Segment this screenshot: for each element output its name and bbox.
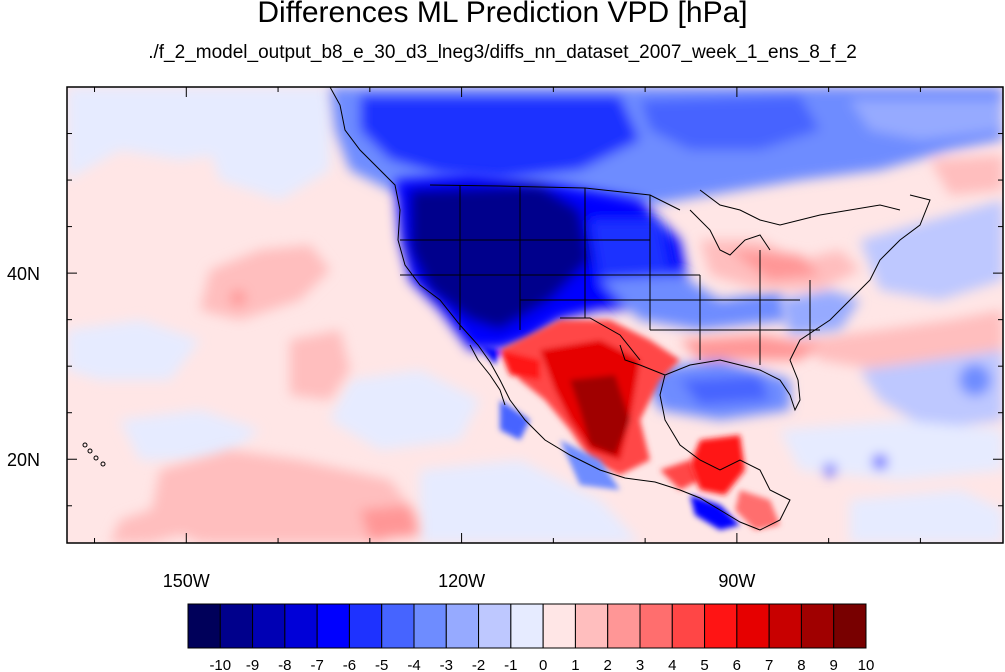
colorbar-label: -6	[343, 657, 356, 672]
colorbar-swatch	[574, 603, 609, 649]
colorbar-label: 1	[571, 657, 579, 672]
colorbar-label: -9	[246, 657, 259, 672]
colorbar-swatch	[833, 603, 867, 649]
plot-frame	[66, 86, 1004, 544]
colorbar-swatch	[671, 603, 706, 649]
colorbar-swatch	[736, 603, 770, 649]
colorbar-swatch	[187, 603, 221, 649]
colorbar-swatch	[381, 603, 415, 649]
colorbar	[187, 603, 867, 649]
colorbar-swatch	[348, 603, 383, 649]
colorbar-swatch	[252, 603, 286, 649]
colorbar-swatch	[445, 603, 480, 649]
colorbar-swatch	[542, 603, 576, 649]
axis-ticks	[67, 86, 1003, 543]
colorbar-label: -5	[375, 657, 388, 672]
lat-tick-label: 40N	[7, 264, 40, 284]
colorbar-swatch	[607, 603, 641, 649]
map-subtitle: ./f_2_model_output_b8_e_30_d3_lneg3/diff…	[148, 42, 857, 63]
colorbar-swatch	[219, 603, 254, 649]
colorbar-label: -10	[209, 657, 231, 672]
colorbar-swatch	[639, 603, 673, 649]
lon-tick-label: 120W	[438, 571, 485, 591]
colorbar-labels: -10 -9 -8 -7 -6 -5 -4 -3 -2 -1 0 1 2 3 4 5 6 7 8 9 10	[209, 657, 874, 672]
colorbar-label: 5	[700, 657, 708, 672]
colorbar-swatch	[413, 603, 447, 649]
axis-labels: 150W 120W 90W 40N 20N	[7, 264, 755, 591]
colorbar-label: 2	[604, 657, 612, 672]
colorbar-label: -7	[310, 657, 323, 672]
colorbar-swatch	[316, 603, 350, 649]
colorbar-swatch	[800, 603, 835, 649]
lat-tick-label: 20N	[7, 450, 40, 470]
colorbar-swatch	[704, 603, 738, 649]
colorbar-label: 9	[830, 657, 838, 672]
colorbar-label: -4	[407, 657, 420, 672]
lon-tick-label: 90W	[718, 571, 755, 591]
colorbar-label: -3	[440, 657, 453, 672]
map-title: Differences ML Prediction VPD [hPa]	[257, 0, 748, 29]
colorbar-label: -8	[278, 657, 291, 672]
colorbar-label: 3	[636, 657, 644, 672]
colorbar-label: 8	[797, 657, 805, 672]
colorbar-swatch	[478, 603, 512, 649]
colorbar-label: 7	[765, 657, 773, 672]
colorbar-swatch	[510, 603, 544, 649]
colorbar-label: 0	[539, 657, 547, 672]
colorbar-label: 4	[668, 657, 676, 672]
colorbar-label: -1	[504, 657, 517, 672]
colorbar-swatch	[768, 603, 802, 649]
field-layer	[67, 87, 1003, 543]
lon-tick-label: 150W	[163, 571, 210, 591]
colorbar-label: 10	[858, 657, 875, 672]
colorbar-swatch	[284, 603, 318, 649]
colorbar-label: 6	[733, 657, 741, 672]
colorbar-label: -2	[472, 657, 485, 672]
coastlines	[82, 87, 931, 531]
